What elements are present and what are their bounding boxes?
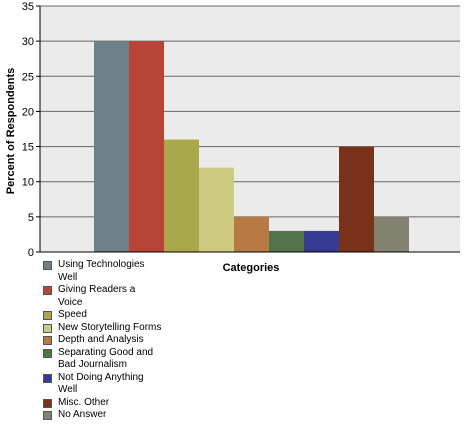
legend-swatch-no-answer bbox=[43, 411, 52, 420]
legend-label: New Storytelling Forms bbox=[58, 321, 162, 333]
legend-label: Separating Good and Bad Journalism bbox=[58, 346, 154, 371]
bar-6 bbox=[269, 230, 304, 252]
y-tick-label: 5 bbox=[28, 212, 34, 224]
bar-1 bbox=[94, 41, 129, 253]
legend-swatch-misc-other bbox=[43, 398, 52, 408]
bar-7 bbox=[304, 230, 339, 252]
legend-item: Using Technologies Well bbox=[43, 259, 163, 284]
legend-item: Giving Readers a Voice bbox=[43, 284, 163, 309]
y-tick-label: 25 bbox=[22, 71, 34, 83]
y-tick-label: 0 bbox=[28, 247, 34, 259]
legend-label: No Answer bbox=[58, 409, 107, 420]
bar-5 bbox=[234, 216, 269, 252]
y-tick-label: 15 bbox=[22, 142, 34, 154]
legend: Using Technologies Well Giving Readers a… bbox=[43, 259, 163, 422]
legend-item: Speed bbox=[43, 309, 163, 322]
bar-2 bbox=[129, 41, 164, 253]
axes bbox=[36, 5, 460, 253]
legend-item: No Answer bbox=[43, 409, 163, 422]
legend-swatch-giving-readers bbox=[43, 286, 52, 295]
y-axis-title: Percent of Respondents bbox=[5, 68, 17, 195]
legend-label: Not Doing Anything Well bbox=[58, 371, 144, 396]
legend-swatch-speed bbox=[43, 311, 52, 320]
legend-label: Depth and Analysis bbox=[58, 334, 144, 345]
y-tick-label: 10 bbox=[22, 177, 34, 189]
y-tick-label: 35 bbox=[22, 1, 34, 13]
legend-swatch-storytelling bbox=[43, 323, 52, 333]
x-axis-title: Categories bbox=[223, 262, 280, 274]
bar-4 bbox=[199, 167, 234, 252]
legend-label: Speed bbox=[58, 309, 87, 320]
legend-swatch-not-doing bbox=[43, 373, 52, 383]
legend-label: Giving Readers a Voice bbox=[58, 284, 136, 308]
y-tick-labels: 0 5 10 15 20 25 30 35 bbox=[22, 1, 34, 259]
legend-swatch-separating bbox=[43, 348, 52, 358]
bars bbox=[94, 41, 409, 253]
bar-8 bbox=[339, 146, 374, 252]
y-tick-label: 20 bbox=[22, 106, 34, 118]
legend-item: Separating Good and Bad Journalism bbox=[43, 347, 163, 372]
legend-item: New Storytelling Forms bbox=[43, 322, 163, 335]
bar-3 bbox=[164, 139, 199, 252]
legend-item: Misc. Other bbox=[43, 397, 163, 410]
legend-item: Depth and Analysis bbox=[43, 334, 163, 347]
legend-swatch-depth bbox=[43, 336, 52, 345]
y-tick-label: 30 bbox=[22, 36, 34, 48]
legend-label: Using Technologies Well bbox=[58, 259, 145, 283]
bar-9 bbox=[374, 216, 409, 252]
legend-item: Not Doing Anything Well bbox=[43, 372, 163, 397]
legend-swatch-using-technologies bbox=[43, 261, 52, 270]
legend-label: Misc. Other bbox=[58, 396, 110, 408]
